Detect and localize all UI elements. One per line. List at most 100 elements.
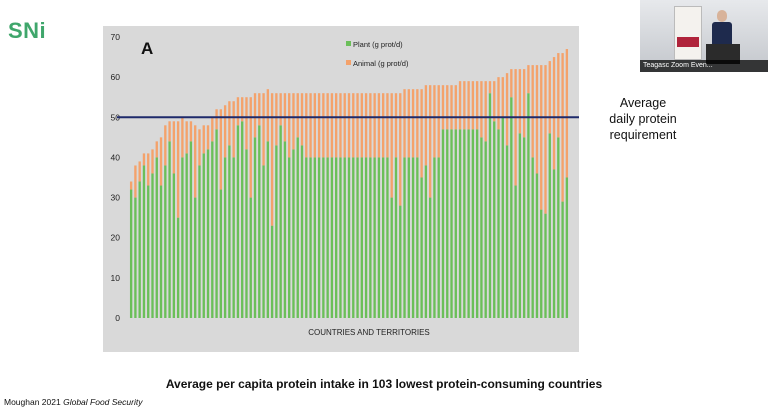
bar-plant bbox=[138, 181, 141, 318]
bar-animal bbox=[501, 77, 504, 118]
bar-animal bbox=[441, 85, 445, 130]
bar-animal bbox=[317, 93, 321, 158]
bar-animal bbox=[386, 93, 389, 158]
citation-journal: Global Food Security bbox=[63, 397, 143, 407]
bar-animal bbox=[292, 93, 295, 150]
bar-plant bbox=[399, 205, 402, 318]
bar-plant bbox=[305, 157, 308, 318]
bar-animal bbox=[450, 85, 453, 130]
bar-plant bbox=[164, 165, 167, 318]
bar-animal bbox=[326, 93, 329, 158]
bar-plant bbox=[488, 93, 492, 318]
bar-plant bbox=[394, 157, 398, 318]
bar-animal bbox=[343, 93, 346, 158]
bar-animal bbox=[394, 93, 398, 158]
bar-plant bbox=[544, 213, 547, 318]
bar-plant bbox=[270, 225, 274, 318]
video-lectern bbox=[706, 44, 740, 64]
bar-animal bbox=[228, 101, 231, 146]
bar-animal bbox=[198, 129, 201, 166]
bar-plant bbox=[172, 173, 176, 318]
bar-plant bbox=[454, 129, 457, 318]
bar-animal bbox=[437, 85, 440, 158]
bar-animal bbox=[164, 125, 167, 166]
bar-animal bbox=[266, 89, 270, 142]
bar-plant bbox=[202, 153, 205, 318]
bar-plant bbox=[450, 129, 453, 318]
bar-animal bbox=[552, 57, 556, 170]
bar-animal bbox=[168, 121, 171, 142]
bar-plant bbox=[275, 145, 278, 318]
bar-plant bbox=[390, 197, 393, 318]
legend-plant-swatch bbox=[346, 41, 351, 46]
bar-plant bbox=[253, 137, 257, 318]
bar-animal bbox=[428, 85, 432, 198]
bar-animal bbox=[138, 161, 141, 182]
bar-plant bbox=[557, 137, 560, 318]
bars-group bbox=[129, 49, 569, 319]
bar-animal bbox=[172, 121, 176, 174]
bar-animal bbox=[463, 81, 466, 130]
bar-plant bbox=[561, 201, 564, 318]
bar-plant bbox=[373, 157, 376, 318]
bar-animal bbox=[270, 93, 274, 226]
bar-animal bbox=[147, 153, 150, 186]
chart-panel: 0 10 20 30 40 50 60 70 A Plant (g prot/d) Anima… bbox=[103, 26, 579, 352]
bar-animal bbox=[557, 53, 560, 138]
bar-plant bbox=[335, 157, 338, 318]
bar-plant bbox=[433, 157, 436, 318]
bar-plant bbox=[142, 165, 146, 318]
bar-plant bbox=[198, 165, 201, 318]
bar-animal bbox=[364, 93, 368, 158]
citation: Moughan 2021 Global Food Security bbox=[4, 397, 142, 407]
bar-plant bbox=[518, 133, 522, 318]
bar-animal bbox=[411, 89, 415, 158]
bar-animal bbox=[279, 93, 282, 126]
bar-animal bbox=[373, 93, 376, 158]
bar-plant bbox=[540, 209, 543, 318]
bar-plant bbox=[360, 157, 363, 318]
slide-caption: Average per capita protein intake in 103… bbox=[165, 377, 603, 391]
bar-animal bbox=[471, 81, 475, 130]
panel-letter: A bbox=[141, 39, 153, 58]
bar-plant bbox=[189, 141, 193, 318]
bar-plant bbox=[475, 129, 479, 318]
bar-plant bbox=[249, 197, 252, 318]
legend-plant-label: Plant (g prot/d) bbox=[353, 40, 403, 49]
bar-plant bbox=[300, 145, 304, 318]
annotation-line-1: Average bbox=[619, 96, 667, 110]
bar-plant bbox=[134, 197, 137, 318]
bar-animal bbox=[211, 117, 214, 142]
bar-plant bbox=[330, 157, 334, 318]
bar-animal bbox=[540, 65, 543, 210]
bar-plant bbox=[535, 173, 539, 318]
bar-animal bbox=[185, 121, 188, 154]
bar-animal bbox=[155, 141, 158, 158]
video-thumbnail[interactable]: Teagasc Zoom Even... bbox=[640, 0, 768, 72]
bar-animal bbox=[181, 117, 184, 158]
bar-animal bbox=[544, 65, 547, 214]
bar-animal bbox=[335, 93, 338, 158]
bar-animal bbox=[206, 125, 210, 150]
bar-plant bbox=[493, 121, 496, 318]
y-tick-label: 20 bbox=[111, 233, 121, 243]
bar-animal bbox=[561, 53, 564, 202]
bar-plant bbox=[463, 129, 466, 318]
bar-animal bbox=[382, 93, 385, 158]
bar-animal bbox=[433, 85, 436, 158]
bar-plant bbox=[382, 157, 385, 318]
bar-plant bbox=[416, 157, 419, 318]
bar-animal bbox=[300, 93, 304, 146]
bar-animal bbox=[305, 93, 308, 158]
bar-animal bbox=[223, 105, 227, 158]
bar-animal bbox=[497, 77, 500, 130]
bar-plant bbox=[552, 169, 556, 318]
stacked-bar-chart: 0 10 20 30 40 50 60 70 A Plant (g prot/d) Anima… bbox=[111, 32, 579, 337]
bar-plant bbox=[497, 129, 500, 318]
sni-logo: SNi bbox=[8, 18, 47, 43]
bar-plant bbox=[467, 129, 470, 318]
bar-plant bbox=[411, 157, 415, 318]
bar-animal bbox=[518, 69, 522, 134]
y-tick-label: 30 bbox=[111, 193, 121, 203]
x-axis-label: COUNTRIES AND TERRITORIES bbox=[308, 328, 430, 337]
